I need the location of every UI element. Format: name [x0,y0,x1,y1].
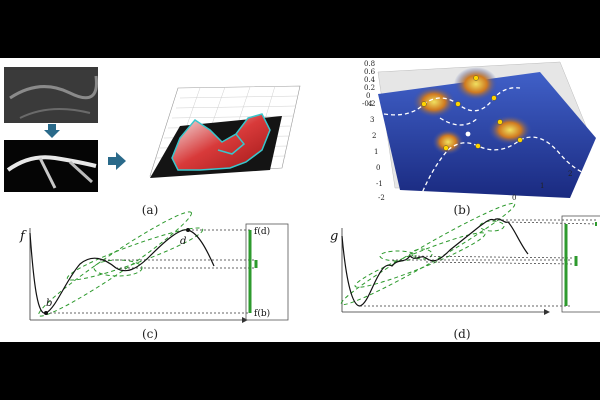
input-image [4,67,98,123]
x-tick-label: 2 [568,170,572,178]
persistence-ellipses [38,211,204,317]
point-b-label: b [46,298,52,309]
panel-d: g [330,202,600,341]
center-point [465,131,471,137]
down-arrow-icon [44,124,60,138]
x-axis-arrowhead [242,317,248,323]
z-tick-label: 0.6 [364,68,376,76]
projection-lines [360,219,597,307]
y-tick-label: 0 [376,164,380,172]
axis-label-g: g [330,229,338,244]
input-image-ridge [9,75,98,100]
caption-c: (c) [142,327,158,341]
y-tick-label: -2 [378,194,385,202]
z-tick-label: 0 [366,92,370,100]
y-tick-label: -1 [376,180,383,188]
range-bottom-label: f(b) [254,308,270,319]
x-tick-label: 0 [512,194,516,202]
panel-c: f b d [19,211,289,341]
point-b-marker [44,311,48,315]
surface-plot-3d [149,85,301,178]
y-tick-label: 1 [374,148,378,156]
caption-a: (a) [142,203,159,217]
surface-peak [432,129,464,155]
surface-peak [488,115,532,145]
point-d-marker [186,228,190,232]
filtered-image-ridge [38,157,57,189]
x-axis-ticks: 0 1 2 [512,170,572,202]
critical-points [421,75,523,151]
y-tick-label: 4 [368,100,373,108]
axis-label-f: f [19,229,27,244]
point-d-label: d [180,236,186,247]
persistence-box [561,215,600,313]
persistence-ellipses [340,202,516,306]
caption-d: (d) [453,327,470,341]
y-tick-label: 2 [372,132,376,140]
figure: (a) [0,58,600,342]
z-tick-label: -0.2 [362,100,376,108]
right-arrow-icon [108,152,126,170]
panel-a: (a) [4,67,301,217]
persistence-box [245,223,289,321]
z-tick-label: 0.2 [364,84,375,92]
y-axis-ticks: 4 3 2 1 0 -1 -2 [368,100,385,202]
y-tick-label: 3 [370,116,374,124]
surface-peak [412,86,456,118]
projection-lines [46,229,254,314]
surface-peak [454,67,498,101]
caption-b: (b) [453,203,470,217]
z-axis-ticks: 0.8 0.6 0.4 0.2 0 -0.2 [362,60,376,108]
x-axis-arrowhead [544,309,550,315]
range-top-label: f(d) [254,226,270,237]
filtered-image-ridge [6,155,97,172]
filtered-image-ridge [68,160,94,184]
panel-b: 0.8 0.6 0.4 0.2 0 -0.2 4 3 2 1 0 -1 -2 [362,60,596,217]
z-tick-label: 0.8 [364,60,375,68]
figure-svg: (a) [4,60,600,341]
z-tick-label: 0.4 [364,76,376,84]
function-curve [341,218,529,307]
input-image-ridge [19,108,91,119]
x-tick-label: 1 [540,182,544,190]
